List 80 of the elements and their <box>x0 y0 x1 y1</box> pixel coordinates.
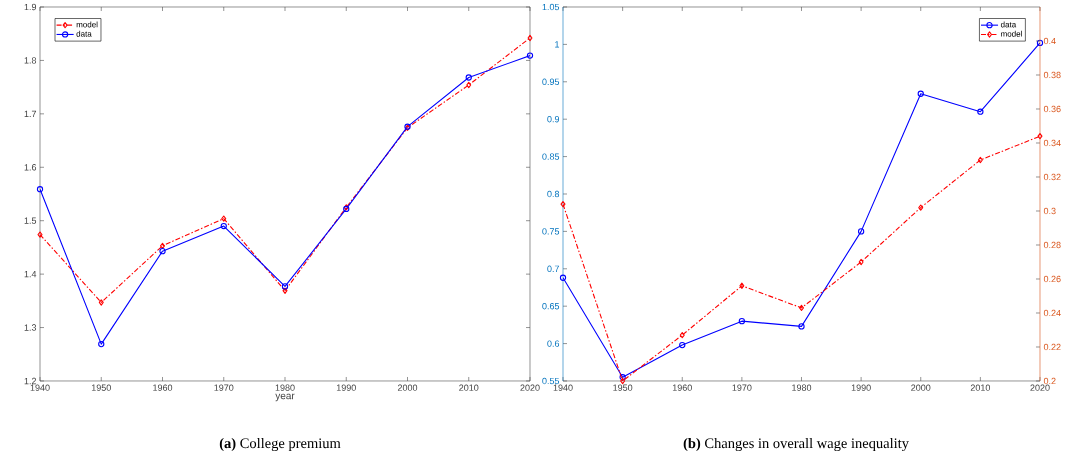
y2-tick-label: 0.32 <box>1043 173 1061 181</box>
y-tick-label: 0.8 <box>547 190 560 198</box>
point <box>738 318 746 325</box>
x-tick-label: 1950 <box>613 384 633 391</box>
x-tick-label: 1960 <box>153 384 173 391</box>
point <box>560 201 566 208</box>
y-tick-label: 1.7 <box>24 110 37 117</box>
text: (a) College premium <box>219 437 341 452</box>
point <box>527 34 533 42</box>
point <box>857 228 865 235</box>
point <box>159 248 166 255</box>
y-tick-label: 1 <box>555 41 560 48</box>
point <box>220 222 227 230</box>
x-tick-label: 2000 <box>397 384 418 391</box>
y2-tick-label: 0.4 <box>1043 37 1056 45</box>
x-tick-label: 1970 <box>214 384 234 391</box>
point <box>221 215 227 222</box>
point <box>98 299 104 306</box>
x-tick-label: 2020 <box>520 384 540 391</box>
x-tick-label: 1950 <box>91 384 111 391</box>
y-tick-label: 0.6 <box>547 340 560 347</box>
x-tick-label: 2000 <box>911 384 931 391</box>
y-tick-label: 0.9 <box>547 116 560 123</box>
x-tick-label: 1940 <box>30 384 50 391</box>
point <box>679 341 686 349</box>
y-tick-label: 0.7 <box>547 265 560 272</box>
point <box>739 282 745 289</box>
text: (b) Changes in overall wage inequality <box>683 437 909 452</box>
point <box>281 283 289 290</box>
y2-tick-label: 0.34 <box>1043 139 1061 147</box>
point <box>466 81 472 89</box>
point <box>977 108 984 115</box>
x-tick-label: 1990 <box>336 384 356 391</box>
point <box>679 331 685 339</box>
legend-label: model <box>1001 30 1022 37</box>
legend-label: data <box>76 30 92 37</box>
x-tick-label: 1980 <box>792 384 812 391</box>
y-tick-label: 1.8 <box>24 57 37 64</box>
y2-tick-label: 0.36 <box>1043 105 1061 113</box>
x-axis-title: year <box>275 393 295 402</box>
point <box>798 323 805 330</box>
point <box>619 374 626 381</box>
y-tick-label: 1.5 <box>24 217 37 224</box>
x-tick-label: 1980 <box>275 384 295 391</box>
y2-tick-label: 0.38 <box>1043 71 1061 79</box>
y-tick-label: 1.4 <box>24 271 37 278</box>
y2-tick-label: 0.26 <box>1043 275 1061 283</box>
x-tick-label: 1970 <box>732 384 752 391</box>
y-tick-label: 1.2 <box>24 377 37 385</box>
y-tick-label: 0.65 <box>542 303 560 310</box>
point <box>160 242 166 249</box>
y2-tick-label: 0.24 <box>1043 309 1061 317</box>
point <box>37 231 43 238</box>
y2-tick-label: 0.28 <box>1043 241 1061 249</box>
y-tick-label: 0.85 <box>542 153 560 160</box>
point <box>977 156 983 164</box>
x-tick-label: 1960 <box>672 384 692 391</box>
legend-label: model <box>76 21 98 28</box>
y2-tick-label: 0.2 <box>1043 377 1056 385</box>
y-tick-label: 1.9 <box>24 3 37 11</box>
x-tick-label: 2010 <box>970 384 991 391</box>
y2-tick-label: 0.22 <box>1043 343 1061 351</box>
y-tick-label: 0.95 <box>542 78 560 85</box>
point <box>917 90 924 97</box>
point <box>918 204 924 211</box>
x-tick-label: 1990 <box>851 384 871 391</box>
point <box>465 74 472 81</box>
legend-label: data <box>1000 21 1017 28</box>
point <box>98 340 105 348</box>
x-tick-label: 2020 <box>1030 384 1050 391</box>
y-tick-label: 1.6 <box>24 164 37 171</box>
x-tick-label: 1940 <box>553 384 573 391</box>
y-tick-label: 0.55 <box>542 377 560 385</box>
point <box>858 258 864 266</box>
point <box>1037 133 1043 140</box>
y-tick-label: 1.3 <box>24 324 37 331</box>
y2-tick-label: 0.3 <box>1043 207 1056 215</box>
y-tick-label: 1.05 <box>542 3 560 11</box>
x-tick-label: 2010 <box>459 384 479 391</box>
y-tick-label: 0.75 <box>542 228 560 235</box>
